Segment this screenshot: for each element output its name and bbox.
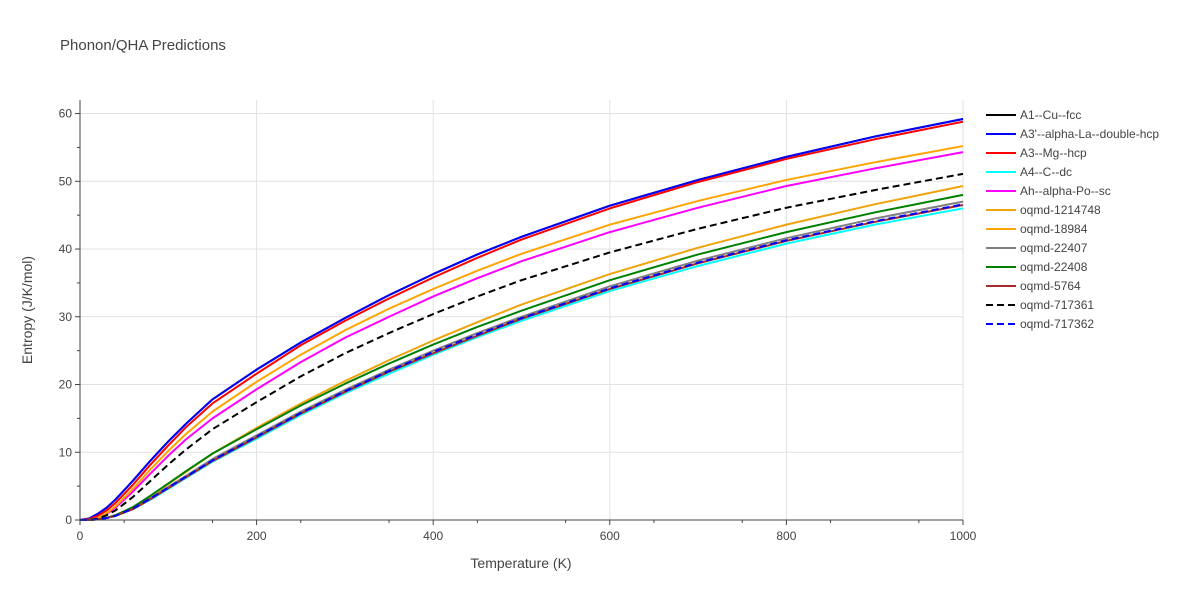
legend-entry: A4--C--dc: [1020, 165, 1072, 179]
legend-entry: oqmd-717362: [1020, 317, 1094, 331]
series-line-oqmd-717362: [80, 203, 964, 521]
legend-entry: A3'--alpha-La--double-hcp: [1020, 127, 1159, 141]
series-line-A3--Mg--hcp: [79, 120, 964, 521]
x-axis-label: Temperature (K): [470, 555, 571, 571]
y-tick-label: 0: [65, 513, 72, 527]
x-tick-label: 0: [77, 529, 84, 543]
axes: [79, 100, 963, 521]
series-line-A3'--alpha-La--double-hcp: [79, 117, 964, 521]
y-tick-label: 60: [59, 107, 73, 121]
y-tick-label: 40: [59, 242, 73, 256]
series-line-oqmd-5764: [80, 204, 964, 521]
x-tick-label: 200: [247, 529, 267, 543]
x-tick-label: 600: [600, 529, 620, 543]
legend-entry: A1--Cu--fcc: [1020, 108, 1081, 122]
series-line-oqmd-22408: [80, 193, 964, 521]
chart-title: Phonon/QHA Predictions: [60, 37, 226, 54]
x-tick-label: 1000: [950, 529, 977, 543]
series-line-A4--C--dc: [80, 207, 964, 521]
legend: A1--Cu--fcc A3'--alpha-La--double-hcp A3--…: [986, 108, 1159, 331]
y-tick-label: 20: [59, 378, 73, 392]
series-line-oqmd-717361: [80, 172, 964, 521]
y-tick-label: 10: [59, 445, 73, 459]
plot-area: [79, 117, 964, 521]
legend-entry: oqmd-22407: [1020, 241, 1088, 255]
legend-entry: oqmd-1214748: [1020, 203, 1101, 217]
y-tick-label: 50: [59, 174, 73, 188]
legend-entry: A3--Mg--hcp: [1020, 146, 1087, 160]
legend-entry: Ah--alpha-Po--sc: [1020, 184, 1111, 198]
x-tick-label: 800: [776, 529, 796, 543]
series-line-oqmd-18984: [80, 145, 964, 521]
legend-entry: oqmd-5764: [1020, 279, 1081, 293]
y-axis-ticks: 0 10 20 30 40 50 60: [59, 107, 80, 527]
x-axis-ticks: 0 200 400 600 800 1000: [77, 520, 977, 543]
y-axis-label: Entropy (J/K/mol): [19, 256, 35, 364]
legend-entry: oqmd-717361: [1020, 298, 1094, 312]
series-line-Ah--alpha-Po--sc: [80, 151, 964, 521]
x-tick-label: 400: [423, 529, 443, 543]
y-tick-label: 30: [59, 310, 73, 324]
legend-entry: oqmd-22408: [1020, 260, 1088, 274]
legend-entry: oqmd-18984: [1020, 222, 1088, 236]
